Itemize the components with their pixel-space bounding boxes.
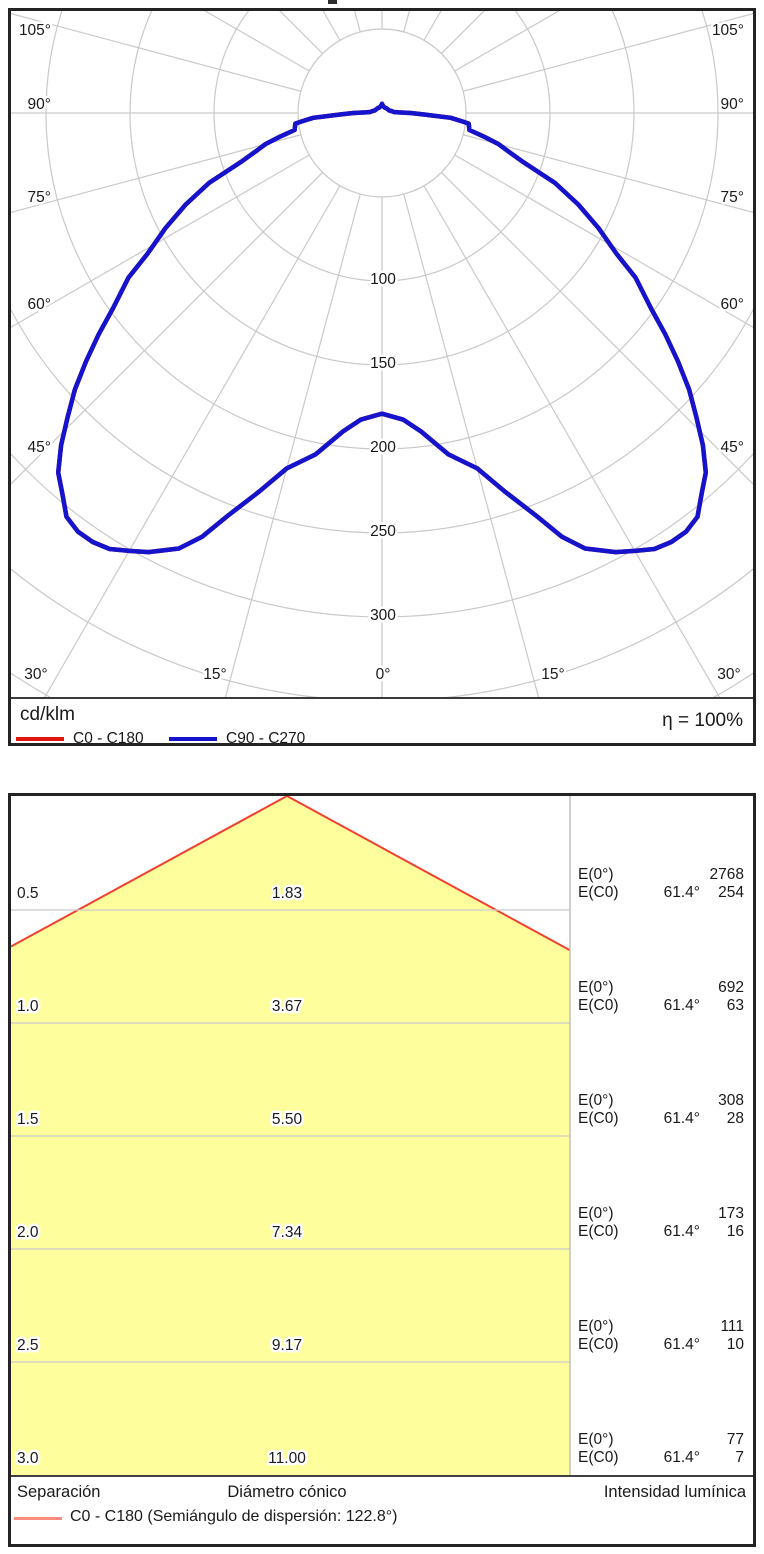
separation-value: 2.0: [17, 1224, 39, 1241]
e0-value: 692: [718, 979, 744, 996]
diameter-value: 3.67: [272, 998, 302, 1015]
ec0-label: E(C0): [578, 884, 618, 901]
ec0-value: 16: [727, 1223, 744, 1240]
cone-rows: 0.5 1.83 E(0°) 2768 E(C0) 61.4° 254 1.0 3.67 E(0°…: [15, 864, 747, 1470]
angle-label-left: 105°: [19, 22, 51, 39]
ec0-value: 254: [718, 884, 744, 901]
angle-label-bottom: 15°: [541, 666, 564, 683]
angle-label-right: 90°: [721, 96, 744, 113]
angle-label-bottom: 0°: [376, 666, 391, 683]
ec0-angle: 61.4°: [664, 884, 700, 901]
ec0-label: E(C0): [578, 1110, 618, 1127]
cone-edge-left: [11, 796, 288, 948]
e0-label: E(0°): [578, 1431, 613, 1448]
radius-tick-label: 200: [370, 439, 396, 456]
polar-intensity-chart: 105° 90° 75° 60° 45° 105° 90° 75° 60° 45° 30° 15° 0°…: [11, 11, 753, 697]
e0-label: E(0°): [578, 1092, 613, 1109]
ec0-angle: 61.4°: [664, 997, 700, 1014]
ec0-angle: 61.4°: [664, 1449, 700, 1466]
footer-separacion-label: Separación: [17, 1483, 101, 1501]
diameter-value: 11.00: [268, 1450, 306, 1467]
radius-tick-label: 100: [370, 271, 396, 288]
c90-c270-label: C90 - C270: [226, 730, 306, 747]
diameter-value: 1.83: [272, 885, 302, 902]
cone-legend: C0 - C180 (Semiángulo de dispersión: 122…: [14, 1508, 397, 1526]
legend-divider: [11, 697, 753, 699]
polar-legend: cd/klm η = 100% C0 - C180 C90 - C270: [11, 699, 753, 747]
cone-legend-line-swatch: [14, 1517, 62, 1520]
cone-edge-right: [286, 796, 571, 952]
ec0-angle: 61.4°: [664, 1110, 700, 1127]
diameter-value: 7.34: [272, 1224, 303, 1241]
angle-label-bottom: 30°: [24, 666, 47, 683]
angle-label-bottom: 30°: [717, 666, 740, 683]
angle-label-left: 60°: [28, 296, 51, 313]
cutoff-text-fragment: [328, 0, 337, 4]
e0-label: E(0°): [578, 979, 613, 996]
e0-value: 77: [727, 1431, 744, 1448]
separation-value: 1.5: [17, 1111, 39, 1128]
unit-label: cd/klm: [20, 704, 75, 725]
separation-value: 2.5: [17, 1337, 39, 1354]
e0-value: 173: [718, 1205, 744, 1222]
footer-intensidad-label: Intensidad lumínica: [603, 1483, 746, 1501]
angle-label-left: 75°: [28, 189, 51, 206]
polar-diagram-panel: 105° 90° 75° 60° 45° 105° 90° 75° 60° 45° 30° 15° 0°…: [8, 8, 756, 747]
ec0-label: E(C0): [578, 1223, 618, 1240]
efficiency-label: η = 100%: [662, 710, 743, 731]
curve-C90-C270: [55, 101, 709, 555]
cone-diagram-chart: 0.5 1.83 E(0°) 2768 E(C0) 61.4° 254 1.0 3.67 E(0°…: [11, 796, 747, 1475]
ec0-angle: 61.4°: [664, 1336, 700, 1353]
radius-tick-label: 150: [370, 355, 396, 372]
ec0-label: E(C0): [578, 1449, 618, 1466]
ec0-angle: 61.4°: [664, 1223, 700, 1240]
polar-grid: [11, 11, 753, 697]
ec0-value: 63: [727, 997, 744, 1014]
polar-axis-labels: 105° 90° 75° 60° 45° 105° 90° 75° 60° 45° 30° 15° 0°…: [16, 20, 746, 686]
ec0-label: E(C0): [578, 997, 618, 1014]
angle-label-left: 45°: [28, 439, 51, 456]
separation-value: 1.0: [17, 998, 39, 1015]
ec0-value: 28: [727, 1110, 744, 1127]
angle-label-right: 75°: [721, 189, 744, 206]
footer-diametro-label: Diámetro cónico: [227, 1483, 347, 1501]
e0-label: E(0°): [578, 1318, 613, 1335]
radius-tick-label: 250: [370, 523, 396, 540]
ec0-value: 7: [735, 1449, 744, 1466]
angle-label-bottom: 15°: [203, 666, 226, 683]
separation-value: 0.5: [17, 885, 39, 902]
e0-value: 308: [718, 1092, 744, 1109]
c0-c180-label: C0 - C180: [73, 730, 144, 747]
diameter-value: 5.50: [272, 1111, 303, 1128]
angle-label-right: 105°: [712, 22, 744, 39]
c0-c180-line-swatch: [16, 736, 64, 742]
e0-value: 111: [720, 1318, 744, 1335]
cone-legend-label: C0 - C180 (Semiángulo de dispersión: 122…: [70, 1508, 398, 1525]
angle-label-left: 90°: [28, 96, 51, 113]
cone-footer: Separación Diámetro cónico Intensidad lu…: [11, 1475, 753, 1544]
radius-tick-label: 300: [370, 607, 396, 624]
ec0-label: E(C0): [578, 1336, 618, 1353]
e0-label: E(0°): [578, 1205, 613, 1222]
legend-item-c90-c270: C90 - C270: [169, 730, 305, 748]
e0-value: 2768: [710, 866, 744, 883]
ec0-value: 10: [727, 1336, 745, 1353]
diameter-value: 9.17: [272, 1337, 302, 1354]
c90-c270-line-swatch: [169, 736, 217, 742]
separation-value: 3.0: [17, 1450, 39, 1467]
angle-label-right: 45°: [721, 439, 744, 456]
e0-label: E(0°): [578, 866, 613, 883]
angle-label-right: 60°: [721, 296, 744, 313]
cone-diagram-panel: 0.5 1.83 E(0°) 2768 E(C0) 61.4° 254 1.0 3.67 E(0°…: [8, 793, 756, 1547]
legend-item-c0-c180: C0 - C180: [16, 730, 144, 748]
